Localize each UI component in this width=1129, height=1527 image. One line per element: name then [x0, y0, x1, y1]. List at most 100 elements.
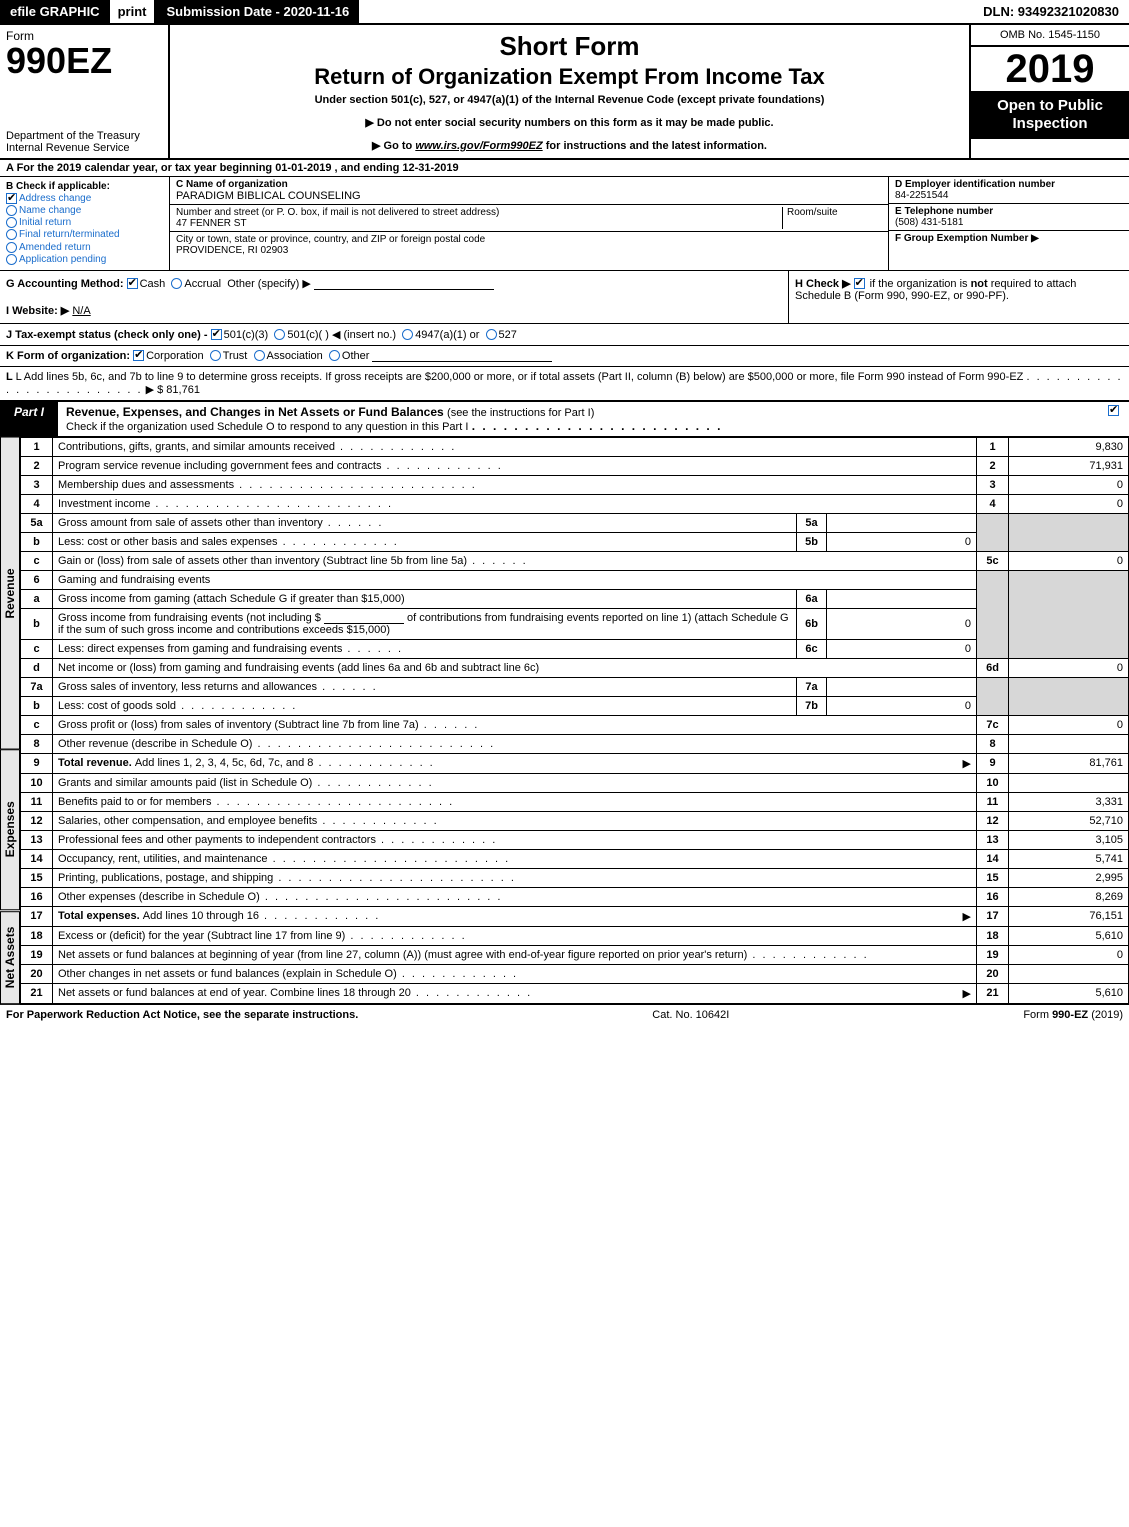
- line-4: 4 Investment income 4 0: [21, 494, 1129, 513]
- k-corp: Corporation: [146, 350, 203, 362]
- side-expenses: Expenses: [0, 749, 20, 910]
- k-assoc: Association: [267, 350, 323, 362]
- line-5a: 5a Gross amount from sale of assets othe…: [21, 513, 1129, 532]
- form-number: 990EZ: [6, 43, 162, 79]
- title-short-form: Short Form: [180, 31, 959, 62]
- line-20: 20 Other changes in net assets or fund b…: [21, 964, 1129, 983]
- revenue-table: 1 Contributions, gifts, grants, and simi…: [20, 437, 1129, 1004]
- tax-year: 2019: [971, 47, 1129, 91]
- checkbox-icon[interactable]: [6, 193, 17, 204]
- line-17: 17 Total expenses. Add lines 10 through …: [21, 906, 1129, 926]
- form-header: Form 990EZ Department of the Treasury In…: [0, 25, 1129, 160]
- j-501c3-checkbox[interactable]: [211, 329, 222, 340]
- line-6c: c Less: direct expenses from gaming and …: [21, 639, 1129, 658]
- b-header: B Check if applicable:: [6, 181, 110, 192]
- schedule-o-checkbox[interactable]: [1108, 405, 1119, 416]
- g-accrual: Accrual: [184, 278, 221, 290]
- ein: 84-2251544: [895, 190, 948, 201]
- cash-checkbox[interactable]: [127, 278, 138, 289]
- line-1: 1 Contributions, gifts, grants, and simi…: [21, 437, 1129, 456]
- h-row: H Check ▶ if the organization is not req…: [789, 271, 1129, 323]
- line-3: 3 Membership dues and assessments 3 0: [21, 475, 1129, 494]
- k-row: K Form of organization: Corporation Trus…: [0, 346, 1129, 367]
- j-row: J Tax-exempt status (check only one) - 5…: [0, 324, 1129, 346]
- application-pending[interactable]: Application pending: [6, 254, 163, 265]
- dept-treasury: Department of the Treasury: [6, 130, 162, 142]
- j-527-radio[interactable]: [486, 329, 497, 340]
- radio-icon[interactable]: [6, 242, 17, 253]
- radio-icon[interactable]: [6, 254, 17, 265]
- i-label: I Website: ▶: [6, 305, 69, 317]
- part1-header: Part I Revenue, Expenses, and Changes in…: [0, 400, 1129, 437]
- omb-number: OMB No. 1545-1150: [971, 25, 1129, 47]
- address-change[interactable]: Address change: [6, 193, 163, 204]
- k-corp-checkbox[interactable]: [133, 350, 144, 361]
- line-6: 6 Gaming and fundraising events: [21, 570, 1129, 589]
- final-return[interactable]: Final return/terminated: [6, 229, 163, 240]
- other-specify-input[interactable]: [314, 278, 494, 290]
- radio-icon[interactable]: [6, 217, 17, 228]
- g-label: G Accounting Method:: [6, 278, 124, 290]
- header-right: OMB No. 1545-1150 2019 Open to Public In…: [969, 25, 1129, 158]
- print-button[interactable]: print: [110, 0, 157, 23]
- line-12: 12 Salaries, other compensation, and emp…: [21, 811, 1129, 830]
- contrib-amount-input[interactable]: [324, 612, 404, 624]
- cat-no: Cat. No. 10642I: [652, 1009, 729, 1021]
- room-suite-label: Room/suite: [782, 207, 882, 229]
- g-cash: Cash: [140, 278, 166, 290]
- amended-return[interactable]: Amended return: [6, 242, 163, 253]
- line-5b: b Less: cost or other basis and sales ex…: [21, 532, 1129, 551]
- top-bar: efile GRAPHIC print Submission Date - 20…: [0, 0, 1129, 25]
- line-9: 9 Total revenue. Add lines 1, 2, 3, 4, 5…: [21, 753, 1129, 773]
- side-revenue: Revenue: [0, 437, 20, 750]
- goto-post: for instructions and the latest informat…: [546, 140, 767, 152]
- line-7b: b Less: cost of goods sold 7b 0: [21, 696, 1129, 715]
- g-row: G Accounting Method: Cash Accrual Other …: [6, 277, 782, 290]
- part1-label: Part I: [0, 402, 58, 436]
- h-checkbox[interactable]: [854, 278, 865, 289]
- section-ghi: G Accounting Method: Cash Accrual Other …: [0, 271, 1129, 324]
- part1-sub: (see the instructions for Part I): [447, 407, 594, 419]
- irs-link[interactable]: www.irs.gov/Form990EZ: [415, 140, 542, 152]
- addr-label: Number and street (or P. O. box, if mail…: [176, 207, 499, 218]
- line-6a: a Gross income from gaming (attach Sched…: [21, 589, 1129, 608]
- e-label: E Telephone number: [895, 206, 993, 217]
- k-trust-radio[interactable]: [210, 350, 221, 361]
- k-other-input[interactable]: [372, 350, 552, 362]
- name-change[interactable]: Name change: [6, 205, 163, 216]
- j-label: J Tax-exempt status (check only one) -: [6, 329, 208, 341]
- line-7a: 7a Gross sales of inventory, less return…: [21, 677, 1129, 696]
- j-501c-radio[interactable]: [274, 329, 285, 340]
- h-not: not: [971, 278, 988, 290]
- j-4947: 4947(a)(1) or: [415, 329, 479, 341]
- k-other-radio[interactable]: [329, 350, 340, 361]
- part1-check-line: Check if the organization used Schedule …: [66, 421, 468, 433]
- city-state-zip: PROVIDENCE, RI 02903: [176, 245, 288, 256]
- goto-line: ▶ Go to www.irs.gov/Form990EZ for instru…: [180, 139, 959, 152]
- line-14: 14 Occupancy, rent, utilities, and maint…: [21, 849, 1129, 868]
- radio-icon[interactable]: [6, 205, 17, 216]
- header-left: Form 990EZ Department of the Treasury In…: [0, 25, 170, 158]
- h-text-1: if the organization is: [870, 278, 971, 290]
- section-bcdef: B Check if applicable: Address change Na…: [0, 177, 1129, 271]
- j-4947-radio[interactable]: [402, 329, 413, 340]
- efile-label: efile GRAPHIC: [0, 0, 110, 23]
- radio-icon[interactable]: [6, 229, 17, 240]
- accrual-radio[interactable]: [171, 278, 182, 289]
- d-label: D Employer identification number: [895, 179, 1055, 190]
- initial-return[interactable]: Initial return: [6, 217, 163, 228]
- side-net-assets: Net Assets: [0, 911, 20, 1004]
- goto-pre: ▶ Go to: [372, 140, 415, 152]
- line-13: 13 Professional fees and other payments …: [21, 830, 1129, 849]
- j-501c: 501(c)( ) ◀ (insert no.): [287, 329, 396, 341]
- website-value: N/A: [72, 305, 90, 317]
- k-trust: Trust: [223, 350, 248, 362]
- period-row: A For the 2019 calendar year, or tax yea…: [0, 160, 1129, 177]
- city-label: City or town, state or province, country…: [176, 234, 485, 245]
- form-ref: Form 990-EZ (2019): [1023, 1009, 1123, 1021]
- part1-title: Revenue, Expenses, and Changes in Net As…: [58, 402, 1100, 436]
- k-label: K Form of organization:: [6, 350, 130, 362]
- k-assoc-radio[interactable]: [254, 350, 265, 361]
- j-501c3: 501(c)(3): [224, 329, 269, 341]
- right-info: D Employer identification number 84-2251…: [889, 177, 1129, 270]
